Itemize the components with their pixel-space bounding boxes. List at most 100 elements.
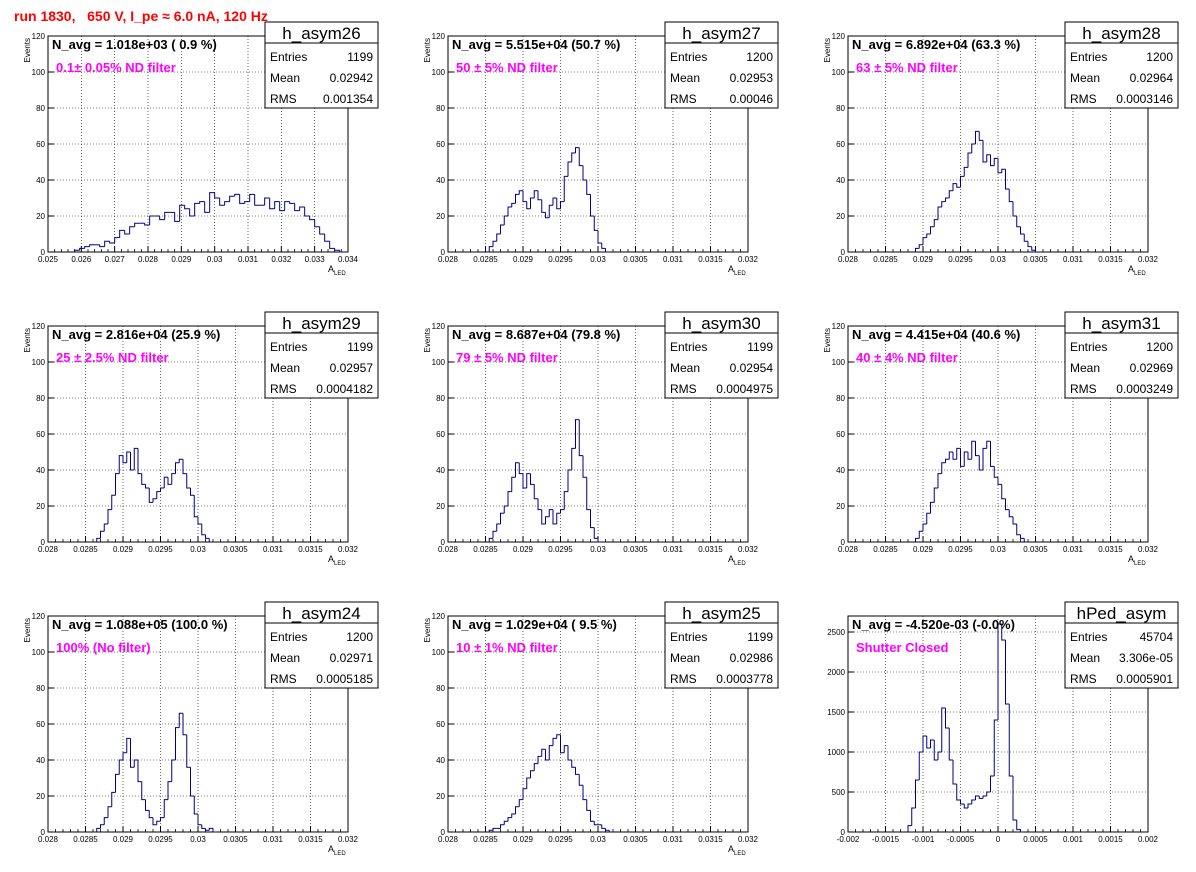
histogram-bin (190, 488, 195, 496)
histogram-bin (922, 523, 927, 532)
histogram-bin (145, 484, 150, 489)
x-tick-label: -0.001 (912, 835, 935, 844)
histogram-bin (608, 830, 613, 833)
stats-box (1064, 311, 1179, 399)
histogram-bin (567, 469, 572, 492)
navg-label: N_avg = 1.018e+03 ( 0.9 %) (52, 37, 217, 52)
x-tick-label: 0.029 (113, 545, 134, 554)
run-title: run 1830, 650 V, I_pe ≈ 6.0 nA, 120 Hz (14, 8, 268, 24)
x-tick-label: 0.0305 (1023, 255, 1048, 264)
histogram-bin (522, 788, 527, 800)
x-tick-label: 0.025 (38, 255, 59, 264)
x-tick-label: 0.031 (238, 255, 259, 264)
histogram-bin (605, 248, 610, 253)
histogram-bin (179, 204, 185, 222)
histogram-bin (167, 781, 172, 800)
y-tick-label: 0 (841, 248, 846, 257)
x-tick-label: 0.029 (113, 835, 134, 844)
stats-rms-value: 0.0003249 (1116, 382, 1173, 396)
stats-entries-value: 45704 (1140, 630, 1174, 644)
histogram-bin (522, 190, 527, 203)
stats-box (1064, 21, 1179, 109)
stats-rms-label: RMS (670, 382, 697, 396)
histogram-panel-h_asym26: 0.025 0.026 0.027 0.028 0.029 0.03 0.031 0.032 0… (23, 21, 379, 277)
histogram-bin (975, 441, 980, 457)
stats-entries-value: 1200 (746, 50, 773, 64)
histogram-panel-h_asym31: 0.028 0.0285 0.029 0.0295 0.03 0.0305 0.031 0.0… (823, 311, 1179, 567)
x-tick-label: 0.0315 (698, 255, 723, 264)
histogram-bin (518, 462, 523, 475)
y-tick-label: 120 (832, 322, 846, 331)
filter-label: 25 ± 2.5% ND filter (56, 350, 169, 365)
histogram-bin (167, 477, 172, 485)
stats-box (264, 21, 379, 109)
histogram-bin (545, 516, 550, 524)
histogram-bin (1001, 624, 1006, 641)
y-tick-label: 80 (36, 104, 45, 113)
histogram-bin (148, 488, 153, 503)
histogram-bin (945, 197, 950, 202)
histogram-bin (530, 197, 535, 209)
stats-entries-label: Entries (670, 630, 707, 644)
histogram-bin (937, 206, 942, 220)
histogram-bin (986, 791, 991, 796)
histogram-bin (526, 201, 531, 210)
histogram-bin (500, 824, 505, 829)
histogram-bin (163, 799, 168, 818)
histogram-bin (114, 237, 120, 243)
y-tick-label: 40 (436, 756, 445, 765)
y-tick-label: 20 (436, 212, 445, 221)
x-axis-label-subscript: LED (734, 271, 746, 277)
histogram-bin (118, 759, 123, 775)
x-tick-label: 0.032 (738, 255, 759, 264)
histogram-bin (1020, 829, 1025, 833)
histogram-bin (571, 760, 576, 768)
x-tick-label: 0.001 (1063, 835, 1084, 844)
histogram-bin (314, 219, 320, 228)
histogram-bin (175, 462, 180, 474)
stats-title: h_asym31 (1082, 314, 1160, 333)
stats-rms-value: 0.001354 (323, 92, 373, 106)
stats-box (264, 311, 379, 399)
x-tick-label: 0.028 (38, 835, 59, 844)
y-tick-label: 60 (436, 720, 445, 729)
stats-entries-label: Entries (670, 50, 707, 64)
x-tick-label: 0.0295 (548, 255, 573, 264)
histogram-bin (963, 804, 968, 809)
y-tick-label: 100 (832, 358, 846, 367)
x-axis-label-subscript: LED (734, 851, 746, 857)
histogram-bin (567, 745, 572, 761)
histogram-bin (122, 752, 127, 760)
histogram-bin (601, 824, 606, 829)
y-tick-label: 20 (836, 212, 845, 221)
histogram-bin (1031, 246, 1036, 251)
stats-mean-value: 0.02969 (1130, 361, 1174, 375)
histogram-bin (967, 803, 972, 808)
stats-rms-label: RMS (1070, 382, 1097, 396)
stats-box (264, 601, 379, 689)
histogram-bin (545, 212, 550, 219)
histogram-bin (567, 161, 572, 177)
x-tick-label: 0.03 (207, 255, 223, 264)
stats-entries-label: Entries (270, 50, 307, 64)
histogram-bin (201, 524, 206, 536)
histogram-bin (141, 781, 146, 801)
y-tick-label: 0 (841, 538, 846, 547)
histogram-bin (963, 166, 968, 177)
histogram-bin (507, 491, 512, 506)
x-tick-label: 0.0315 (698, 835, 723, 844)
histogram-bin (74, 249, 80, 252)
y-tick-label: 0 (441, 828, 446, 837)
histogram-bin (234, 193, 240, 197)
histogram-bin (1016, 524, 1021, 536)
y-tick-label: 80 (436, 104, 445, 113)
histogram-bin (126, 737, 131, 753)
y-tick-label: 40 (836, 176, 845, 185)
histogram-bin (952, 760, 957, 785)
histogram-bin (975, 130, 980, 144)
stats-mean-label: Mean (670, 71, 700, 85)
x-tick-label: -0.0005 (947, 835, 975, 844)
y-tick-label: 40 (36, 756, 45, 765)
histogram-bin (289, 201, 295, 204)
histogram-bin (190, 767, 195, 797)
